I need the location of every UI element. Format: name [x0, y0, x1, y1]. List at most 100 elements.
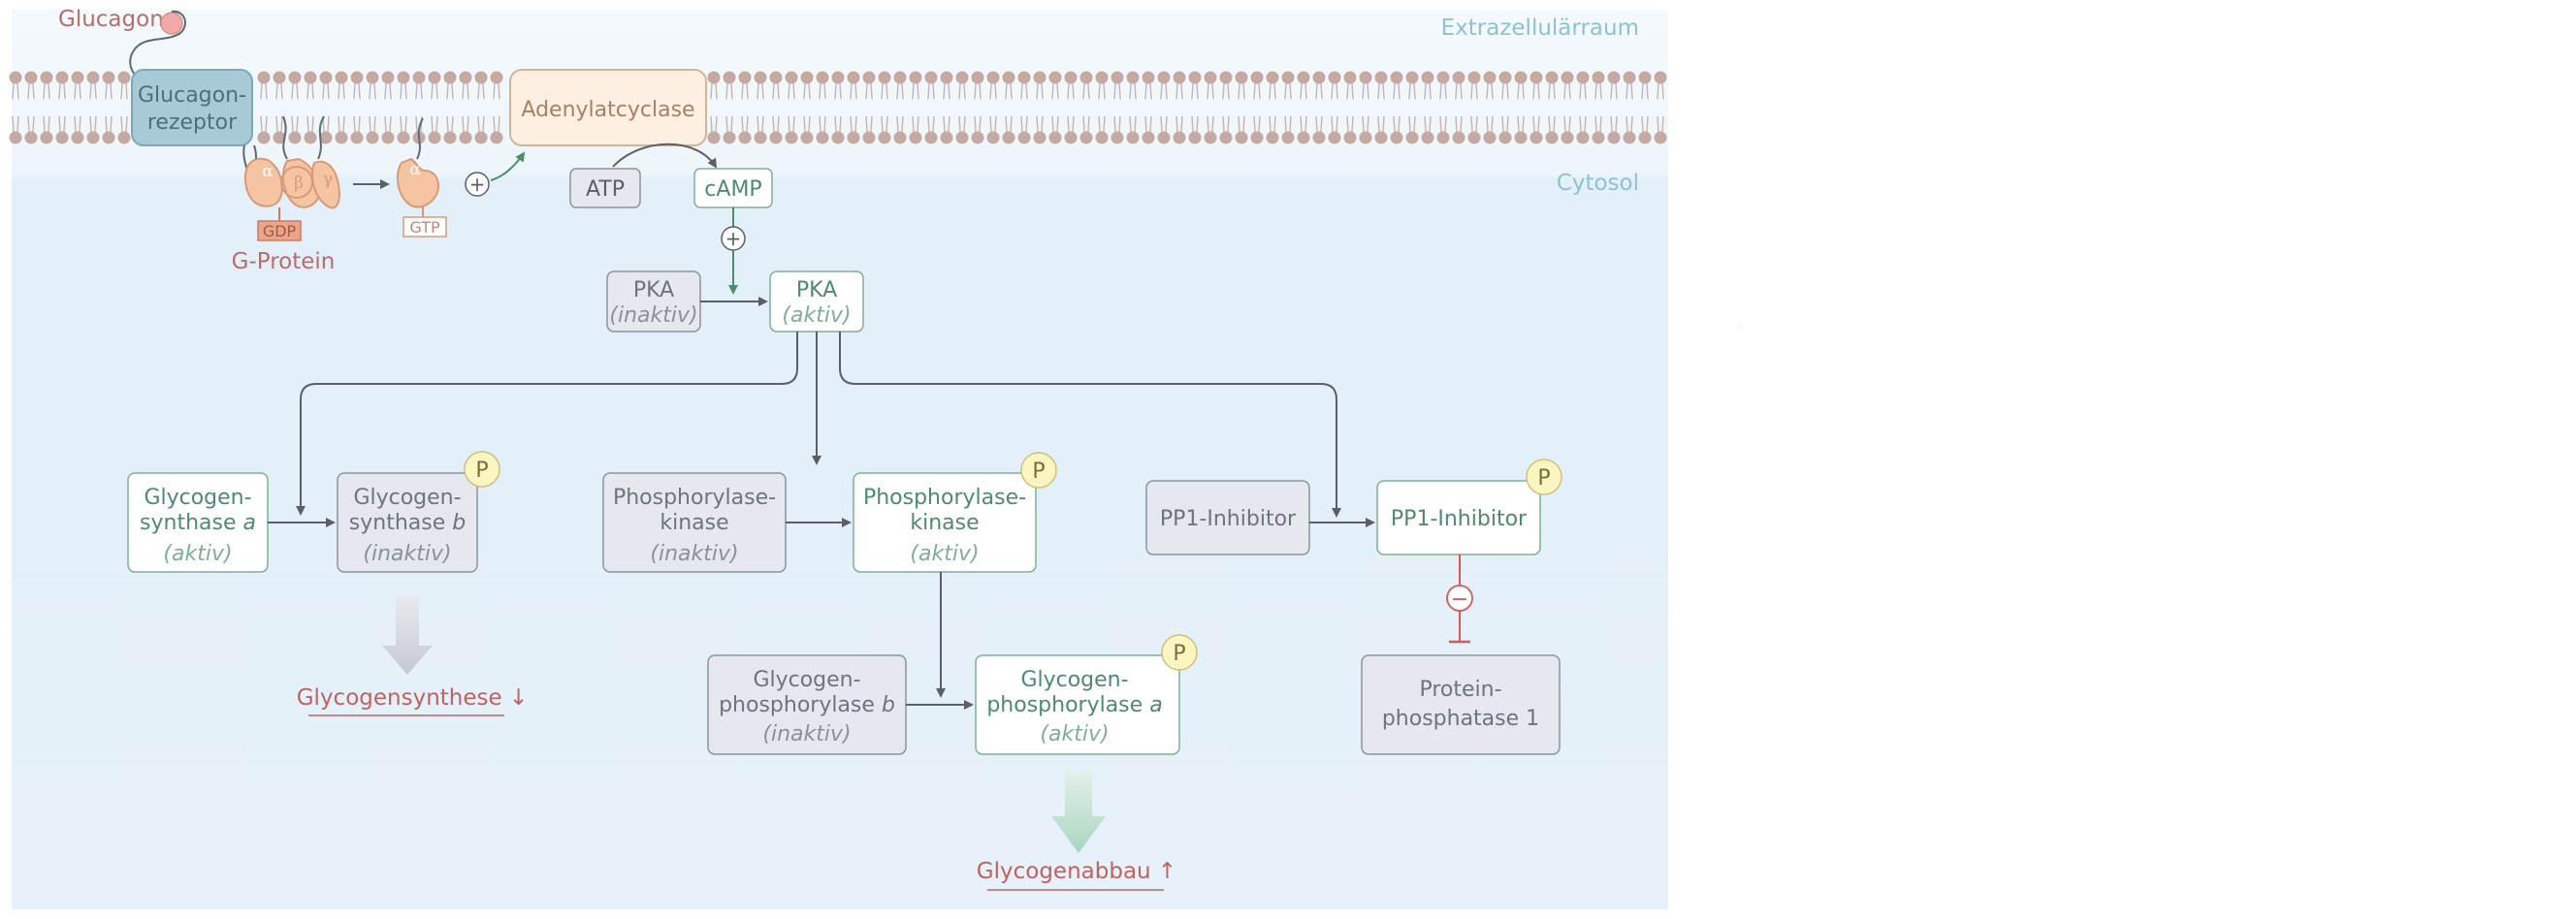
lipid-head: [770, 132, 783, 144]
lipid-head: [739, 72, 752, 84]
lipid-head: [1530, 72, 1543, 84]
plus-icon-glyph: +: [725, 227, 742, 250]
lipid-head: [351, 132, 364, 144]
lipid-head: [1049, 132, 1062, 144]
lipid-head: [1375, 132, 1388, 144]
lipid-head: [258, 72, 271, 84]
receptor-label-line1: Glucagon-: [138, 83, 246, 108]
lipid-head: [1205, 72, 1217, 84]
pka-active: PKA (aktiv): [770, 271, 863, 332]
lipid-head: [1267, 72, 1279, 84]
lipid-head: [1313, 132, 1326, 144]
receptor-label-line2: rezeptor: [147, 111, 238, 135]
lipid-head: [367, 72, 379, 84]
lipid-head: [460, 72, 472, 84]
lipid-head: [1143, 72, 1155, 84]
pka-active-state: (aktiv): [782, 303, 851, 328]
lipid-head: [118, 72, 131, 84]
lipid-head: [1530, 132, 1543, 144]
glycogensynthase-a-line1: Glycogen-: [144, 486, 251, 510]
lipid-head: [987, 132, 1000, 144]
lipid-head: [41, 72, 53, 84]
pka-inactive: PKA (inaktiv): [607, 271, 700, 332]
lipid-head: [1298, 132, 1310, 144]
lipid-head: [987, 72, 1000, 84]
atp-label: ATP: [586, 177, 625, 202]
lipid-head: [1003, 72, 1015, 84]
glycogenabbau-label: Glycogenabbau ↑: [977, 859, 1176, 884]
lipid-head: [1655, 132, 1667, 144]
lipid-head: [491, 132, 503, 144]
pp1-inhibitor-active-label: PP1-Inhibitor: [1391, 507, 1528, 531]
phosphate-badge-label: P: [1032, 460, 1045, 484]
lipid-head: [336, 72, 348, 84]
lipid-head: [1391, 72, 1403, 84]
adenylatcyclase-label: Adenylatcyclase: [521, 98, 694, 122]
lipid-head: [910, 72, 922, 84]
lipid-head: [1360, 132, 1372, 144]
gtp-label: GTP: [409, 218, 440, 237]
lipid-head: [1515, 72, 1528, 84]
lipid-head: [1437, 72, 1450, 84]
phosphorylasekinase-inactive-line1: Phosphorylase-: [613, 486, 776, 510]
phosphorylasekinase-inactive-state: (inaktiv): [650, 542, 738, 566]
lipid-head: [956, 72, 969, 84]
lipid-head: [879, 132, 891, 144]
glycogensynthase-a-state: (aktiv): [163, 542, 232, 566]
lipid-head: [724, 132, 736, 144]
lipid-head: [848, 72, 860, 84]
lipid-head: [1018, 132, 1031, 144]
lipid-head: [1096, 132, 1109, 144]
lipid-head: [444, 72, 457, 84]
glycogensynthase-a-line2: synthase a: [140, 511, 256, 535]
lipid-head: [1127, 132, 1140, 144]
background-panel: [12, 10, 1668, 909]
glycogenphosphorylase-a-state: (aktiv): [1040, 722, 1109, 746]
lipid-head: [87, 72, 100, 84]
lipid-head: [941, 132, 953, 144]
lipid-head: [956, 132, 969, 144]
lipid-head: [848, 132, 860, 144]
minus-icon-glyph: −: [1451, 587, 1468, 612]
lipid-head: [1562, 72, 1574, 84]
lipid-head: [817, 72, 829, 84]
lipid-head: [1608, 72, 1621, 84]
lipid-head: [1143, 132, 1155, 144]
lipid-head: [1174, 132, 1186, 144]
lipid-head: [1624, 132, 1636, 144]
phosphorylasekinase-inactive: Phosphorylase- kinase (inaktiv): [603, 473, 786, 572]
lipid-head: [87, 132, 100, 144]
lipid-head: [708, 72, 721, 84]
lipid-head: [1034, 132, 1046, 144]
lipid-head: [1515, 132, 1528, 144]
lipid-head: [1111, 132, 1124, 144]
beta-subunit-label: β: [294, 174, 304, 193]
adenylatcyclase: Adenylatcyclase: [510, 70, 706, 145]
lipid-head: [972, 132, 984, 144]
lipid-head: [56, 132, 69, 144]
lipid-head: [1577, 132, 1590, 144]
lipid-head: [1096, 72, 1109, 84]
alpha-subunit-label: α: [262, 162, 274, 181]
lipid-head: [1639, 132, 1652, 144]
lipid-head: [103, 72, 115, 84]
lipid-head: [289, 132, 302, 144]
glycogenphosphorylase-b: Glycogen- phosphorylase b (inaktiv): [708, 655, 906, 754]
pp1-line2: phosphatase 1: [1382, 707, 1539, 731]
lipid-head: [382, 72, 395, 84]
gdp-label: GDP: [263, 222, 297, 240]
lipid-head: [755, 132, 767, 144]
lipid-head: [1608, 132, 1621, 144]
lipid-head: [429, 72, 441, 84]
lipid-head: [1593, 72, 1605, 84]
lipid-head: [1391, 132, 1403, 144]
phosphorylasekinase-inactive-line2: kinase: [660, 511, 728, 535]
lipid-head: [925, 132, 938, 144]
lipid-head: [1158, 72, 1171, 84]
lipid-head: [1111, 72, 1124, 84]
lipid-head: [1360, 72, 1372, 84]
lipid-head: [72, 132, 84, 144]
lipid-head: [1655, 72, 1667, 84]
lipid-head: [1329, 132, 1341, 144]
